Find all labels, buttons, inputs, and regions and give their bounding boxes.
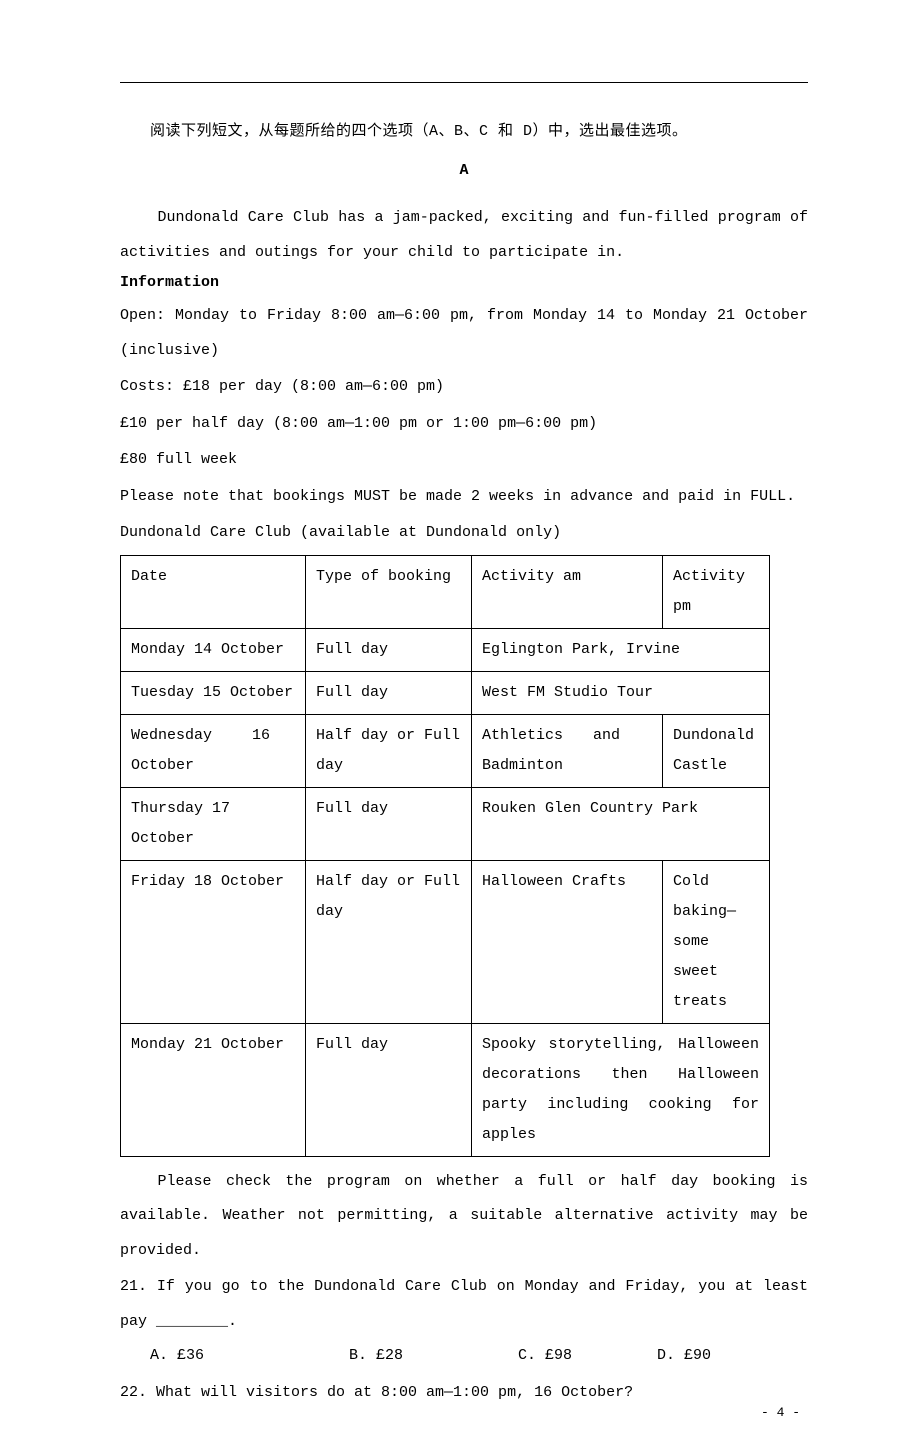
info-cost-week: £80 full week — [120, 443, 808, 478]
instruction-text: 阅读下列短文，从每题所给的四个选项（A、B、C 和 D）中，选出最佳选项。 — [120, 119, 808, 140]
info-heading: Information — [120, 274, 808, 291]
cell-activity: Rouken Glen Country Park — [472, 787, 770, 860]
cell-date: Monday 21 October — [121, 1023, 306, 1156]
option-a: A. £36 — [150, 1339, 340, 1374]
option-c: C. £98 — [518, 1339, 648, 1374]
cell-type: Full day — [306, 787, 472, 860]
table-row: Tuesday 15 October Full day West FM Stud… — [121, 671, 770, 714]
cell-type: Full day — [306, 1023, 472, 1156]
cell-type: Full day — [306, 671, 472, 714]
cell-am-part: Athletics — [482, 727, 563, 744]
cell-type: Full day — [306, 628, 472, 671]
option-b: B. £28 — [349, 1339, 509, 1374]
th-am: Activity am — [472, 555, 663, 628]
table-row: Friday 18 October Half day or Full day H… — [121, 860, 770, 1023]
cell-date: Friday 18 October — [121, 860, 306, 1023]
cell-pm: Dundonald Castle — [663, 714, 770, 787]
info-availability: Dundonald Care Club (available at Dundon… — [120, 516, 808, 551]
th-type: Type of booking — [306, 555, 472, 628]
table-row: Thursday 17 October Full day Rouken Glen… — [121, 787, 770, 860]
cell-type: Half day or Full day — [306, 714, 472, 787]
cell-date: Wednesday 16 October — [121, 714, 306, 787]
closing-note: Please check the program on whether a fu… — [120, 1165, 808, 1269]
cell-pm: Cold baking—some sweet treats — [663, 860, 770, 1023]
cell-date: Monday 14 October — [121, 628, 306, 671]
table-row: Monday 14 October Full day Eglington Par… — [121, 628, 770, 671]
cell-am: Athletics and Badminton — [472, 714, 663, 787]
cell-am-part: Badminton — [482, 751, 652, 781]
schedule-table: Date Type of booking Activity am Activit… — [120, 555, 770, 1157]
cell-date-part: 16 — [252, 727, 270, 744]
info-booking-note: Please note that bookings MUST be made 2… — [120, 480, 808, 515]
cell-am-part: and — [593, 727, 620, 744]
page-number: - 4 - — [761, 1405, 800, 1420]
cell-activity: West FM Studio Tour — [472, 671, 770, 714]
table-header-row: Date Type of booking Activity am Activit… — [121, 555, 770, 628]
option-d: D. £90 — [657, 1339, 711, 1374]
info-open: Open: Monday to Friday 8:00 am—6:00 pm, … — [120, 299, 808, 368]
table-row: Wednesday 16 October Half day or Full day… — [121, 714, 770, 787]
cell-date-part: Wednesday — [131, 727, 212, 744]
table-row: Monday 21 October Full day Spooky storyt… — [121, 1023, 770, 1156]
top-divider — [120, 82, 808, 83]
cell-date: Thursday 17 October — [121, 787, 306, 860]
info-cost-day: Costs: £18 per day (8:00 am—6:00 pm) — [120, 370, 808, 405]
th-date: Date — [121, 555, 306, 628]
cell-type: Half day or Full day — [306, 860, 472, 1023]
cell-date-part: October — [131, 751, 295, 781]
info-cost-half: £10 per half day (8:00 am—1:00 pm or 1:0… — [120, 407, 808, 442]
cell-activity: Eglington Park, Irvine — [472, 628, 770, 671]
question-21-stem: 21. If you go to the Dundonald Care Club… — [120, 1270, 808, 1339]
question-21-options: A. £36 B. £28 C. £98 D. £90 — [120, 1339, 808, 1374]
passage-intro: Dundonald Care Club has a jam-packed, ex… — [120, 201, 808, 270]
th-pm: Activity pm — [663, 555, 770, 628]
cell-activity: Spooky storytelling, Halloween decoratio… — [472, 1023, 770, 1156]
section-label: A — [120, 162, 808, 179]
question-22-stem: 22. What will visitors do at 8:00 am—1:0… — [120, 1376, 808, 1411]
cell-am: Halloween Crafts — [472, 860, 663, 1023]
cell-date: Tuesday 15 October — [121, 671, 306, 714]
